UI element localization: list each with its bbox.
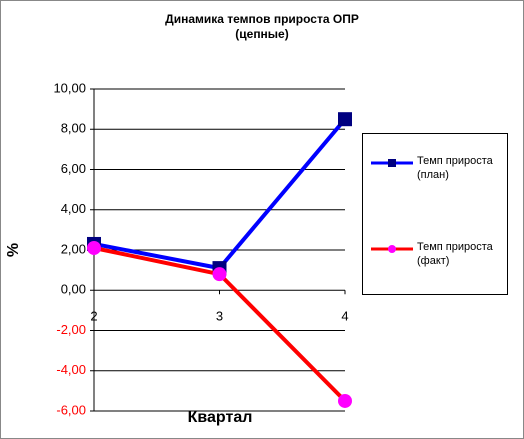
y-tick-label: 8,00 bbox=[61, 121, 86, 136]
y-tick-label: 6,00 bbox=[61, 161, 86, 176]
legend-item: Темп прироста (факт) bbox=[371, 240, 507, 268]
marker bbox=[338, 393, 352, 408]
legend-marker bbox=[388, 245, 396, 253]
x-axis-title: Квартал bbox=[188, 409, 253, 426]
y-tick-label: -6,00 bbox=[56, 402, 86, 417]
x-tick-label: 3 bbox=[216, 309, 223, 324]
legend-item: Темп прироста (план) bbox=[371, 154, 507, 182]
y-tick-label: -2,00 bbox=[56, 322, 86, 337]
legend-label: Темп прироста (факт) bbox=[417, 241, 493, 267]
y-tick-label: 10,00 bbox=[53, 80, 86, 95]
chart-subtitle: (цепные) bbox=[235, 27, 288, 41]
y-tick-label: 4,00 bbox=[61, 201, 86, 216]
x-tick-label: 2 bbox=[90, 309, 97, 324]
legend-swatch bbox=[371, 245, 413, 253]
legend-label: Темп прироста (план) bbox=[417, 155, 493, 181]
y-axis-title: % bbox=[5, 243, 22, 257]
chart-title: Динамика темпов прироста ОПР bbox=[165, 12, 359, 26]
y-tick-label: 2,00 bbox=[61, 241, 86, 256]
legend-marker bbox=[388, 159, 396, 167]
marker bbox=[212, 267, 227, 282]
y-tick-label: 0,00 bbox=[61, 282, 86, 297]
legend: Темп прироста (план) Темп прироста (факт) bbox=[362, 133, 508, 295]
marker bbox=[87, 240, 101, 255]
x-tick-label: 4 bbox=[341, 309, 348, 324]
legend-swatch bbox=[371, 159, 413, 167]
y-tick-label: -4,00 bbox=[56, 362, 86, 377]
marker bbox=[338, 112, 352, 127]
